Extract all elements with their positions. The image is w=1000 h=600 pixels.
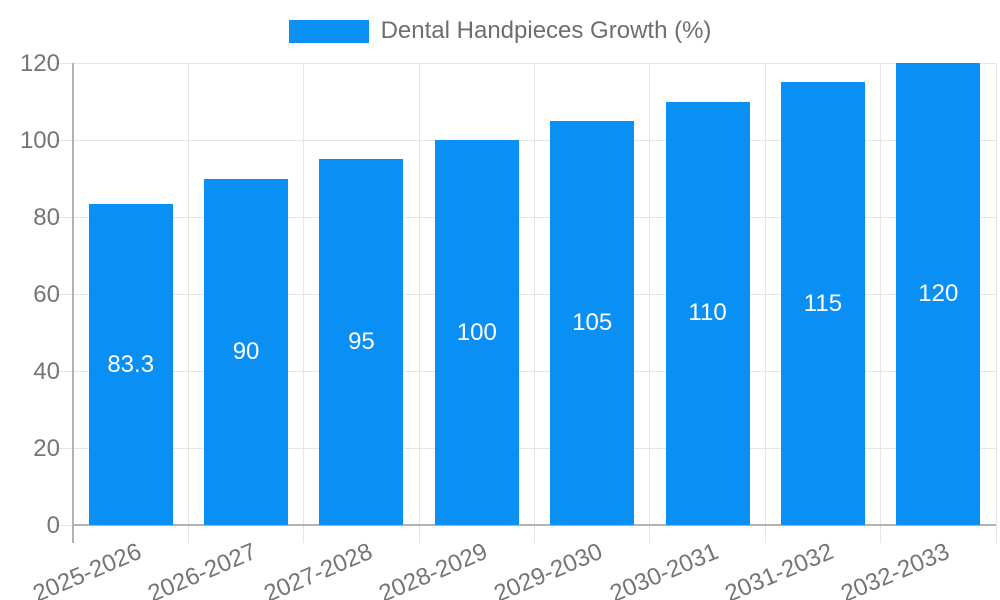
x-tick-label: 2028-2029 <box>375 538 492 600</box>
bar-value-label: 110 <box>688 299 727 327</box>
bar-value-label: 105 <box>572 308 613 336</box>
bar-value-label: 95 <box>348 328 375 356</box>
x-tick-label: 2032-2033 <box>836 538 953 600</box>
bar[interactable]: 105 <box>550 120 635 525</box>
bar-value-label: 115 <box>803 289 843 317</box>
bar-value-label: 90 <box>232 337 260 365</box>
x-axis-baseline <box>73 524 996 526</box>
x-gridline <box>418 63 420 543</box>
y-gridline <box>55 62 996 64</box>
y-gridline <box>55 216 996 218</box>
y-tick-label: 100 <box>19 127 60 154</box>
y-tick-label: 20 <box>33 435 60 462</box>
y-tick-label: 60 <box>33 281 60 308</box>
legend: Dental Handpieces Growth (%) <box>0 17 1000 45</box>
x-tick-label: 2030-2031 <box>605 538 723 600</box>
bar-value-label: 120 <box>918 280 959 307</box>
y-tick-label: 40 <box>33 358 60 385</box>
bar[interactable]: 100 <box>434 140 519 525</box>
bar[interactable]: 90 <box>204 178 289 525</box>
bar[interactable]: 83.3 <box>88 204 173 525</box>
x-tick-label: 2029-2030 <box>490 538 607 600</box>
y-gridline <box>55 447 996 449</box>
plot-area: 0 20 40 60 80 100 120 83.3 90 95 100 105 110 115 120 20… <box>20 50 997 600</box>
bar[interactable]: 120 <box>896 63 981 525</box>
y-tick-label: 120 <box>19 50 60 77</box>
y-gridline <box>55 139 996 141</box>
bar-value-label: 100 <box>456 318 497 346</box>
bar[interactable]: 110 <box>665 101 750 525</box>
x-gridline <box>303 63 305 543</box>
x-tick-label: 2031-2032 <box>721 538 838 600</box>
x-tick-label: 2027-2028 <box>259 538 376 600</box>
y-gridline <box>55 293 996 295</box>
bar[interactable]: 115 <box>780 82 865 525</box>
x-tick-label: 2026-2027 <box>144 538 261 600</box>
x-gridline <box>649 63 651 543</box>
bar[interactable]: 95 <box>319 159 404 525</box>
y-tick-label: 80 <box>33 204 60 231</box>
x-tick-label: 2025-2026 <box>29 538 146 600</box>
x-gridline <box>187 63 189 543</box>
x-gridline <box>534 63 535 543</box>
bar-value-label: 83.3 <box>107 350 155 378</box>
y-gridline <box>55 370 996 372</box>
legend-label: Dental Handpieces Growth (%) <box>380 17 712 44</box>
x-gridline <box>880 63 882 543</box>
y-tick-label: 0 <box>46 512 60 539</box>
legend-swatch-icon <box>288 19 369 43</box>
y-axis-line <box>72 63 74 543</box>
x-gridline <box>995 63 997 543</box>
x-gridline <box>764 63 766 543</box>
